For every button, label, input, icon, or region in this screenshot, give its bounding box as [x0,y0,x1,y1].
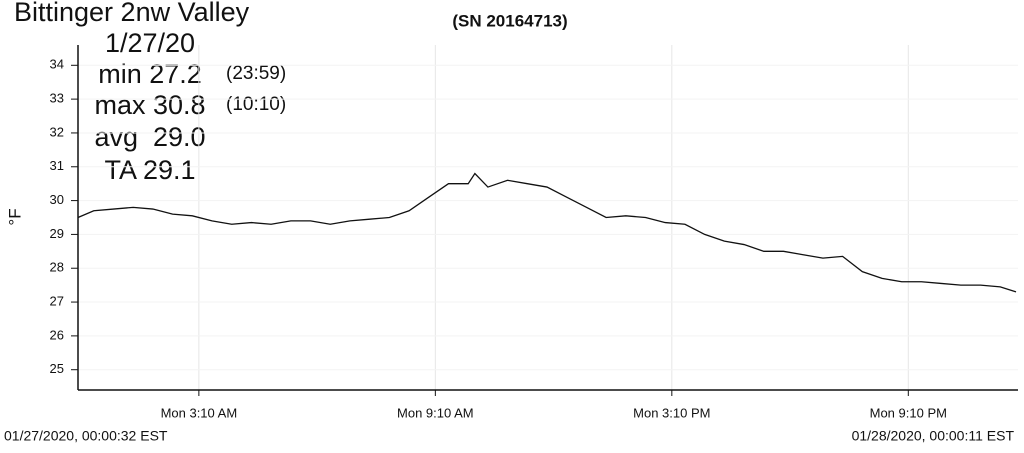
y-tick-label: 30 [50,192,64,207]
y-tick-label: 25 [50,361,64,376]
end-label: 01/28/2020, 00:00:11 EST [852,428,1015,444]
y-tick-label: 31 [50,158,64,173]
x-tick-label: Mon 9:10 AM [397,405,474,420]
chart-title: Bittinger 2nw Valley [14,0,250,27]
x-tick-label: Mon 9:10 PM [870,405,947,420]
data-line [77,172,1017,293]
y-tick-label: 27 [50,293,64,308]
avg-label: avg 29.0 [94,122,205,152]
min-time: (23:59) [226,63,286,84]
date-label: 1/27/20 [105,28,195,58]
x-tick-label: Mon 3:10 AM [161,405,238,420]
y-tick-label: 29 [50,226,64,241]
ta-label: TA 29.1 [104,155,195,185]
y-tick-label: 34 [50,57,64,72]
max-time: (10:10) [226,94,286,115]
max-label: max 30.8 [94,90,205,120]
min-label: min 27.2 [98,59,202,89]
y-tick-label: 33 [50,91,64,106]
x-tick-label: Mon 3:10 PM [633,405,710,420]
start-label: 01/27/2020, 00:00:32 EST [4,428,168,444]
y-tick-label: 32 [50,124,64,139]
y-axis-label: °F [5,208,24,225]
chart-subtitle: (SN 20164713) [452,11,567,30]
y-tick-label: 26 [50,327,64,342]
y-tick-label: 28 [50,260,64,275]
